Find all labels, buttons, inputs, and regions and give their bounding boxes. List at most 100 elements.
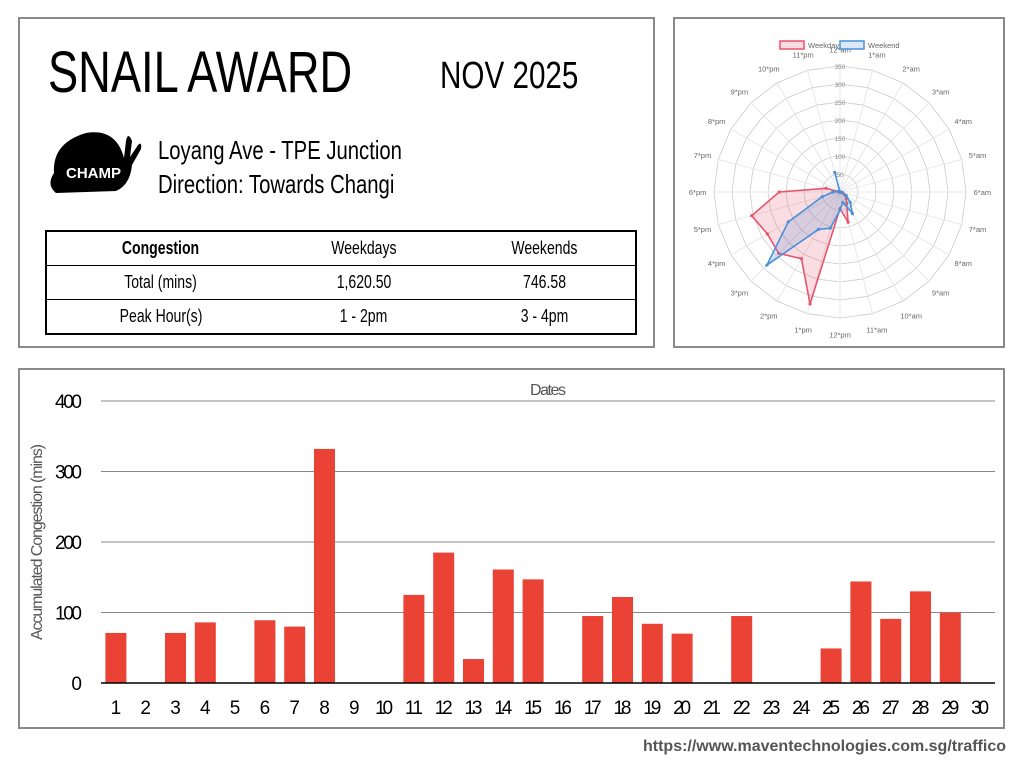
row-label: Total (mins)	[124, 272, 197, 292]
x-tick-label: 5	[230, 698, 241, 719]
cell: 746.58	[522, 272, 566, 292]
legend-swatch-weekend	[839, 40, 865, 50]
bar	[880, 618, 902, 683]
radar-point	[799, 257, 804, 261]
radar-point	[824, 186, 828, 190]
table-row: Peak Hour(s) 1 - 2pm 3 - 4pm	[46, 299, 636, 335]
x-tick-label: 22	[733, 698, 751, 719]
x-tick-label: 3	[170, 698, 181, 719]
radar-chart: 12*am 1*am 2*am 3*am 4*am 5*am 6*am 7*am 8*am 9*a…	[689, 40, 992, 339]
radar-spoke	[718, 159, 841, 193]
y-tick-label: 0	[71, 674, 82, 695]
radar-spoke	[730, 191, 841, 256]
x-tick-label: 28	[912, 698, 930, 719]
legend-label: Weekend	[868, 41, 900, 50]
radar-axis-label: 9*am	[932, 289, 950, 298]
bar-chart-panel: 0 100 200 300 400 1 2 3 4 5 6 7 8 9 10 11 12 13 14 15 16 17 18…	[18, 368, 1005, 729]
x-tick-label: 4	[200, 698, 211, 719]
radar-axis-label: 6*am	[974, 188, 992, 197]
radar-axis-label: 9*pm	[731, 87, 749, 96]
radar-tick-label: 300	[835, 82, 846, 89]
radar-axis-label: 5*am	[969, 151, 987, 160]
bar	[612, 596, 633, 683]
x-tick-label: 16	[554, 698, 572, 719]
radar-axis-label: 10*pm	[758, 65, 780, 74]
radar-spoke	[839, 191, 930, 282]
y-tick-label: 400	[55, 392, 82, 413]
radar-axis-label: 4*am	[955, 117, 973, 126]
x-tick-label: 18	[614, 698, 632, 719]
bar	[671, 633, 693, 683]
radar-axis-label: 10*am	[900, 311, 922, 320]
x-tick-label: 20	[673, 698, 691, 719]
radar-spoke	[839, 128, 950, 193]
radar-tick-label: 200	[835, 118, 846, 125]
award-panel: SNAIL AWARD NOV 2025 CHAMP Loyang Ave - …	[18, 17, 655, 348]
radar-axis-label: 12*am	[829, 46, 851, 55]
bar	[165, 632, 186, 683]
radar-point	[750, 214, 754, 218]
direction: Direction: Towards Changi	[158, 169, 395, 199]
radar-tick-label: 100	[835, 154, 846, 161]
cell: 1,620.50	[336, 272, 392, 292]
bar	[492, 569, 514, 683]
radar-point	[777, 190, 781, 194]
radar-point	[765, 232, 769, 236]
radar-point	[838, 190, 842, 194]
award-title: SNAIL AWARD	[48, 40, 353, 105]
x-tick-label: 6	[260, 698, 271, 719]
radar-axis-label: 11*am	[866, 326, 887, 335]
x-tick-label: 2	[140, 698, 151, 719]
x-tick-label: 15	[524, 698, 542, 719]
radar-point	[850, 211, 855, 216]
bar	[641, 623, 663, 683]
legend-label: Weekday	[808, 41, 839, 50]
x-tick-label: 19	[643, 698, 661, 719]
bar	[910, 591, 931, 683]
radar-spoke	[839, 191, 950, 256]
bar	[433, 552, 455, 683]
radar-axis-label: 6*pm	[689, 188, 707, 197]
award-month: NOV 2025	[440, 55, 579, 97]
y-tick-label: 300	[55, 463, 82, 484]
x-tick-label: 1	[111, 698, 122, 719]
cell: 3 - 4pm	[520, 306, 568, 326]
x-tick-label: 10	[375, 698, 393, 719]
x-tick-label: 26	[852, 698, 870, 719]
radar-axis-label: 7*am	[969, 225, 987, 234]
radar-tick-label: 150	[835, 136, 846, 143]
x-tick-label: 25	[822, 698, 840, 719]
footer-url[interactable]: https://www.maventechnologies.com.sg/tra…	[642, 738, 1006, 755]
radar-axis-label: 2*pm	[760, 311, 778, 320]
radar-axis-label: 4*pm	[708, 259, 726, 268]
radar-point	[844, 194, 848, 198]
radar-spoke	[839, 191, 962, 225]
bar	[105, 632, 127, 683]
radar-point	[820, 195, 824, 199]
table-header-row: Congestion Weekdays Weekends	[46, 230, 636, 266]
radar-spoke	[750, 102, 841, 193]
radar-axis-label: 3*pm	[731, 289, 749, 298]
y-axis-title: Accumulated Congestion (mins)	[29, 444, 46, 640]
x-tick-label: 29	[941, 698, 959, 719]
congestion-table: Congestion Weekdays Weekends Total (mins…	[45, 230, 637, 335]
radar-axis-label: 1*pm	[794, 326, 812, 335]
radar-spoke	[718, 191, 841, 225]
radar-point	[828, 226, 832, 230]
x-tick-label: 9	[349, 698, 360, 719]
radar-panel: 12*am 1*am 2*am 3*am 4*am 5*am 6*am 7*am 8*am 9*a…	[673, 17, 1005, 348]
header-weekends: Weekends	[510, 238, 578, 258]
radar-spoke	[776, 191, 841, 302]
radar-spoke	[839, 70, 873, 193]
snail-icon: CHAMP	[50, 132, 142, 193]
bar	[850, 581, 872, 683]
bar	[194, 622, 216, 683]
x-tick-label: 11	[405, 698, 423, 719]
bar	[254, 620, 276, 683]
x-tick-label: 17	[584, 698, 602, 719]
radar-spoke	[776, 82, 841, 193]
radar-spoke	[730, 128, 841, 193]
radar-spoke	[839, 159, 962, 193]
y-tick-label: 100	[55, 604, 82, 625]
x-tick-label: 27	[882, 698, 900, 719]
